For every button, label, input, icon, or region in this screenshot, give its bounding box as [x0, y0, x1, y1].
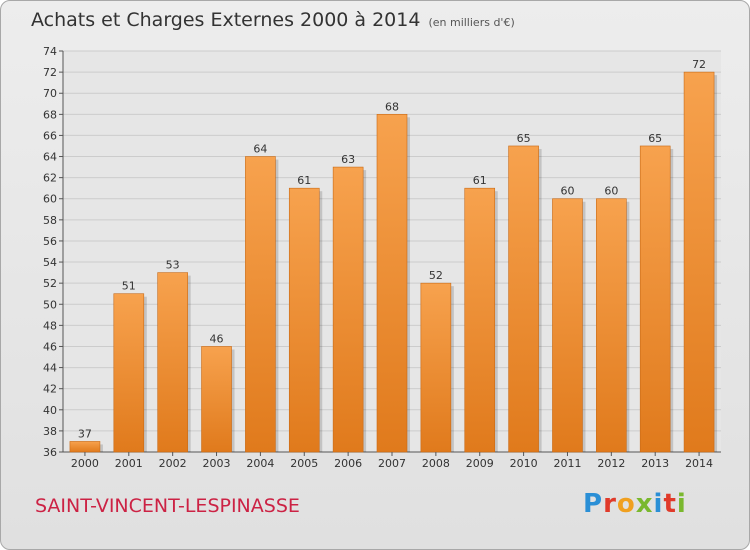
y-tick-label: 60	[43, 193, 57, 206]
logo-letter: x	[635, 489, 654, 519]
x-tick-label: 2008	[422, 457, 450, 470]
x-tick-label: 2014	[685, 457, 713, 470]
y-tick-label: 36	[43, 446, 57, 459]
x-tick-label: 2013	[641, 457, 669, 470]
data-label: 53	[166, 259, 180, 272]
data-label: 51	[122, 280, 136, 293]
y-tick-label: 38	[43, 425, 57, 438]
bar	[332, 166, 364, 453]
bar	[639, 145, 671, 453]
y-tick-label: 40	[43, 404, 57, 417]
x-tick-label: 2003	[203, 457, 231, 470]
title-unit: (en milliers d'€)	[428, 16, 515, 29]
y-tick-label: 50	[43, 298, 57, 311]
data-label: 63	[341, 153, 355, 166]
x-tick-label: 2011	[553, 457, 581, 470]
logo-letter: t	[663, 489, 677, 519]
bar	[157, 272, 188, 453]
commune-name: SAINT-VINCENT-LESPINASSE	[35, 495, 300, 517]
logo-letter: r	[603, 489, 617, 519]
y-tick-label: 48	[43, 319, 57, 332]
bar	[201, 346, 232, 453]
bar	[245, 156, 276, 453]
proxiti-logo[interactable]: Proxiti	[583, 489, 687, 519]
x-tick-label: 2005	[290, 457, 318, 470]
chart-title: Achats et Charges Externes 2000 à 2014 (e…	[31, 9, 515, 31]
y-tick-label: 58	[43, 214, 57, 227]
bar	[552, 198, 583, 453]
x-tick-label: 2010	[510, 457, 538, 470]
x-tick-label: 2001	[115, 457, 143, 470]
data-label: 46	[210, 332, 224, 345]
y-tick-label: 52	[43, 277, 57, 290]
bar	[288, 187, 320, 453]
data-label: 60	[604, 185, 618, 198]
y-tick-label: 70	[43, 87, 57, 100]
y-tick-label: 54	[43, 256, 57, 269]
x-tick-label: 2012	[597, 457, 625, 470]
bar	[683, 71, 715, 453]
bar	[420, 282, 452, 453]
y-tick-label: 72	[43, 66, 57, 79]
y-tick-label: 66	[43, 129, 57, 142]
y-tick-label: 46	[43, 340, 57, 353]
bar	[113, 293, 145, 453]
data-label: 61	[473, 174, 487, 187]
x-tick-label: 2009	[466, 457, 494, 470]
logo-letter: o	[616, 489, 636, 519]
bar	[69, 441, 101, 453]
data-label: 61	[297, 174, 311, 187]
bar	[596, 198, 627, 453]
logo-letter: P	[583, 489, 604, 519]
x-tick-label: 2002	[159, 457, 187, 470]
x-tick-label: 2000	[71, 457, 99, 470]
x-tick-label: 2004	[246, 457, 274, 470]
x-tick-label: 2006	[334, 457, 362, 470]
bar	[508, 145, 539, 453]
x-tick-label: 2007	[378, 457, 406, 470]
data-label: 65	[517, 132, 531, 145]
data-label: 68	[385, 100, 399, 113]
y-tick-label: 74	[43, 45, 57, 58]
y-tick-label: 56	[43, 235, 57, 248]
logo-letter: i	[653, 489, 664, 519]
y-tick-label: 42	[43, 383, 57, 396]
data-label: 72	[692, 58, 706, 71]
y-tick-label: 68	[43, 108, 57, 121]
y-tick-label: 62	[43, 172, 57, 185]
y-tick-label: 44	[43, 362, 57, 375]
data-label: 37	[78, 427, 92, 440]
data-label: 65	[648, 132, 662, 145]
data-label: 64	[253, 143, 267, 156]
data-label: 60	[560, 185, 574, 198]
bar	[376, 114, 408, 453]
logo-letter: i	[676, 489, 687, 519]
y-tick-label: 64	[43, 151, 57, 164]
bar	[464, 187, 496, 453]
data-label: 52	[429, 269, 443, 282]
title-text: Achats et Charges Externes 2000 à 2014	[31, 9, 421, 31]
